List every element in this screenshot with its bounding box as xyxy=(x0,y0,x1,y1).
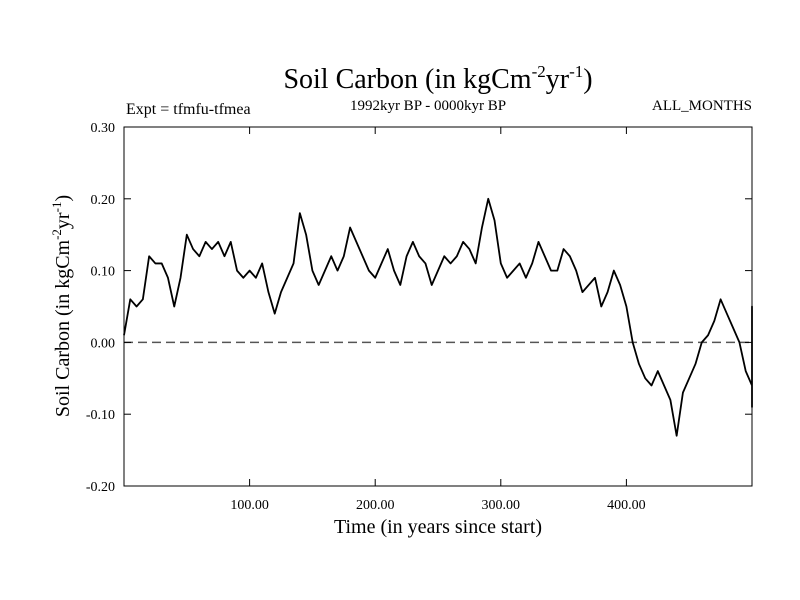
title-exp1: -2 xyxy=(532,62,546,81)
title-mid: yr xyxy=(546,64,570,95)
y-tick-label: 0.20 xyxy=(91,193,116,208)
y-axis-label: Soil Carbon (in kgCm-2yr-1) xyxy=(49,195,74,417)
x-tick-label: 200.00 xyxy=(356,498,395,513)
ylabel-exp2: -1 xyxy=(49,202,64,213)
expt-label: Expt = tfmfu-tfmea xyxy=(126,101,251,118)
ylabel-exp1: -2 xyxy=(49,229,64,240)
period-label: 1992kyr BP - 0000kyr BP xyxy=(350,98,506,114)
y-tick-label: -0.10 xyxy=(86,408,115,423)
x-tick-label: 100.00 xyxy=(230,498,269,513)
title-exp2: -1 xyxy=(569,62,583,81)
chart-title: Soil Carbon (in kgCm-2yr-1) xyxy=(283,62,592,95)
y-tick-label: 0.10 xyxy=(91,265,116,280)
title-main: Soil Carbon (in kgCm xyxy=(283,64,531,95)
ylabel-mid: yr xyxy=(52,212,74,229)
x-tick-label: 300.00 xyxy=(482,498,521,513)
ylabel-close: ) xyxy=(52,195,74,202)
x-tick-label: 400.00 xyxy=(607,498,646,513)
x-axis-label: Time (in years since start) xyxy=(334,516,542,538)
plot-frame xyxy=(123,126,753,487)
y-tick-label: 0.00 xyxy=(91,336,116,351)
y-tick-label: -0.20 xyxy=(86,480,115,495)
y-tick-label: 0.30 xyxy=(91,121,116,136)
months-label: ALL_MONTHS xyxy=(652,98,752,114)
ylabel-main: Soil Carbon (in kgCm xyxy=(52,239,74,417)
title-close: ) xyxy=(583,64,592,95)
